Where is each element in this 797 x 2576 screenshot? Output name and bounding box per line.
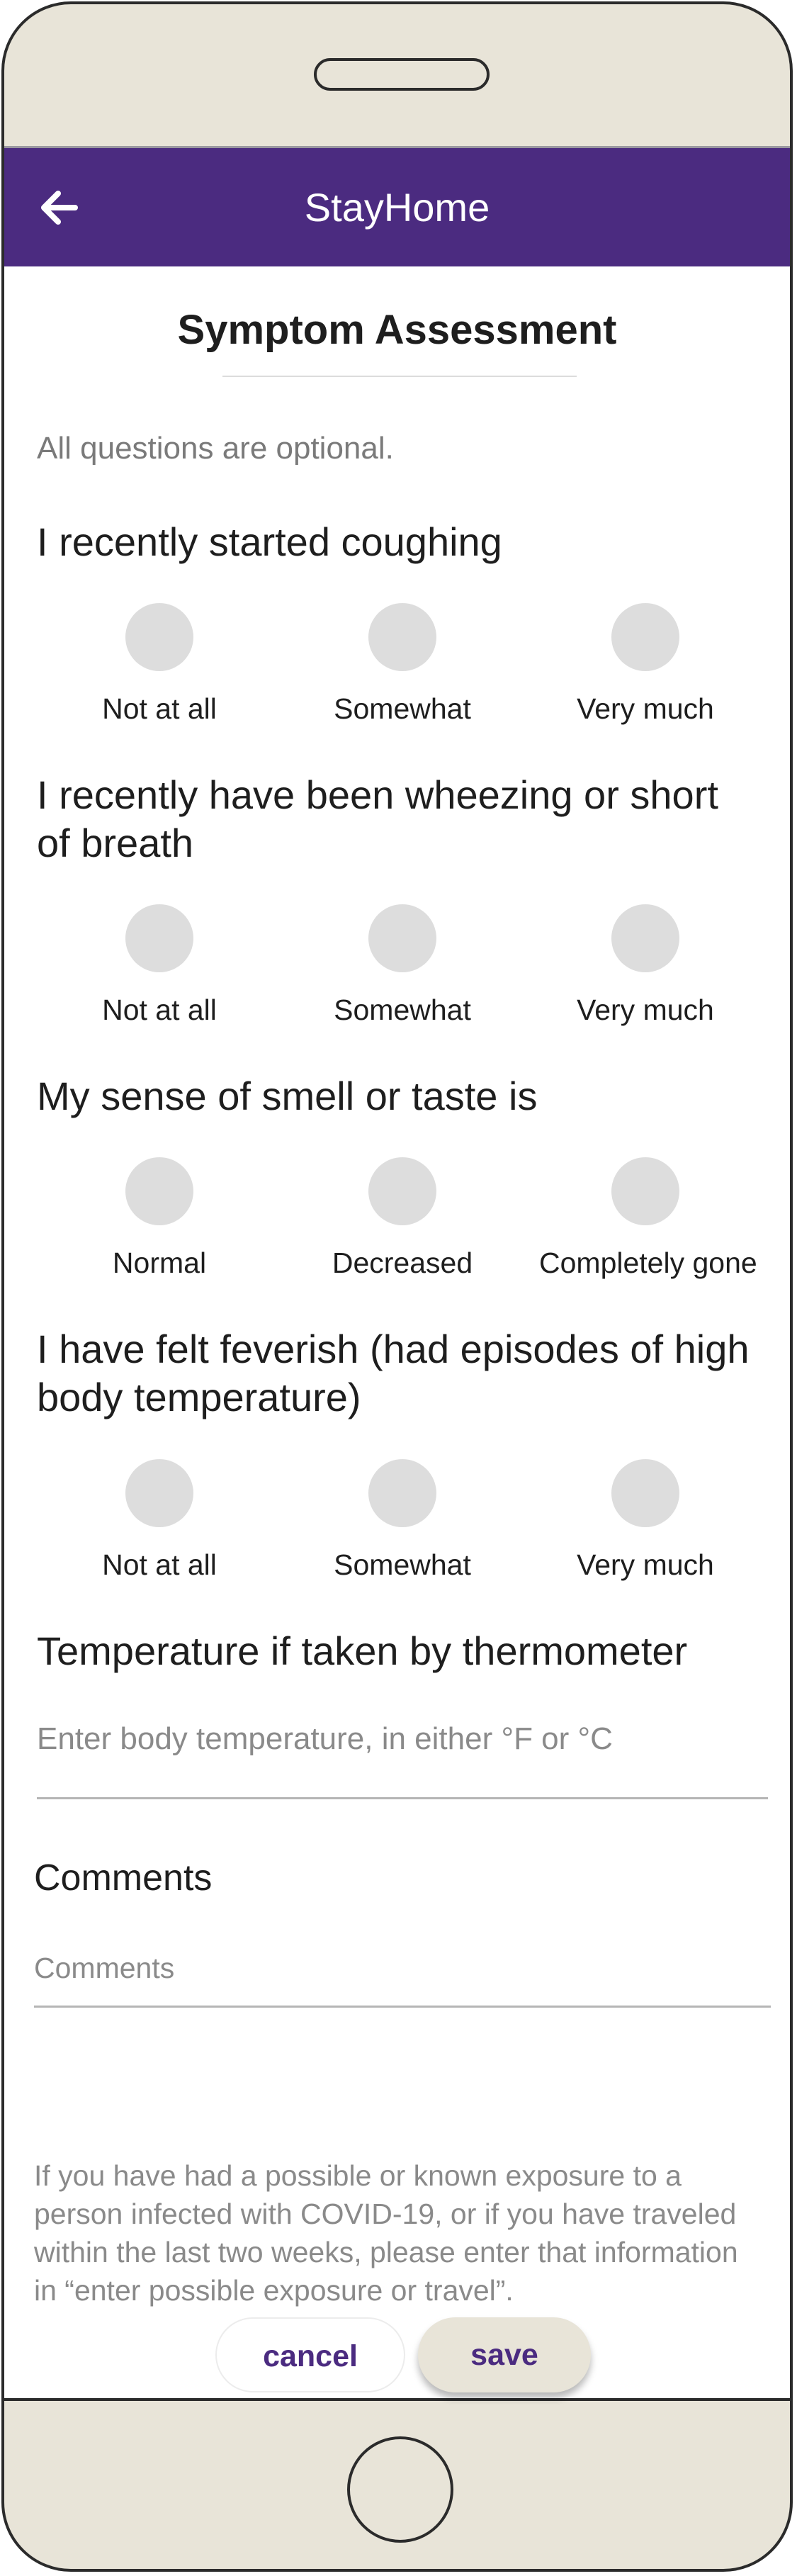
option-normal[interactable]: Normal (53, 1157, 266, 1280)
option-label: Very much (577, 692, 714, 725)
app-screen: StayHome Symptom Assessment All question… (4, 146, 790, 2401)
option-somewhat[interactable]: Somewhat (296, 603, 509, 726)
question-smell-taste: My sense of smell or taste is (37, 1074, 538, 1118)
radio-button[interactable] (611, 603, 679, 671)
option-label: Not at all (102, 1548, 217, 1581)
option-not-at-all[interactable]: Not at all (53, 904, 266, 1027)
radio-button[interactable] (125, 1157, 193, 1225)
radio-button[interactable] (368, 904, 436, 972)
temperature-label: Temperature if taken by thermometer (37, 1629, 688, 1673)
title-divider (222, 376, 577, 377)
radio-button[interactable] (368, 603, 436, 671)
arrow-left-icon (41, 191, 78, 225)
comments-underline (34, 2006, 771, 2008)
option-very-much[interactable]: Very much (539, 1459, 752, 1582)
radio-button[interactable] (368, 1459, 436, 1527)
home-button[interactable] (347, 2436, 453, 2543)
radio-button[interactable] (125, 904, 193, 972)
option-very-much[interactable]: Very much (539, 904, 752, 1027)
option-label: Very much (577, 1548, 714, 1581)
page-title: Symptom Assessment (177, 307, 617, 353)
radio-button[interactable] (611, 1459, 679, 1527)
temperature-underline (37, 1797, 768, 1799)
option-not-at-all[interactable]: Not at all (53, 1459, 266, 1582)
question-wheezing: I recently have been wheezing or short o… (37, 772, 718, 865)
option-somewhat[interactable]: Somewhat (296, 904, 509, 1027)
cancel-button[interactable]: cancel (215, 2317, 405, 2392)
radio-button[interactable] (125, 603, 193, 671)
option-label: Somewhat (334, 1548, 471, 1581)
question-feverish: I have felt feverish (had episodes of hi… (37, 1327, 750, 1419)
comments-input[interactable] (34, 1948, 757, 1988)
option-label: Completely gone (539, 1247, 757, 1279)
app-bar: StayHome (4, 148, 790, 266)
option-very-much[interactable]: Very much (539, 603, 752, 726)
question-coughing: I recently started coughing (37, 519, 502, 564)
option-not-at-all[interactable]: Not at all (53, 603, 266, 726)
option-somewhat[interactable]: Somewhat (296, 1459, 509, 1582)
radio-button[interactable] (611, 1157, 679, 1225)
exposure-note: If you have had a possible or known expo… (34, 2159, 738, 2307)
option-label: Very much (577, 994, 714, 1026)
option-label: Normal (112, 1247, 207, 1279)
option-completely-gone[interactable]: Completely gone (539, 1157, 757, 1280)
radio-button[interactable] (368, 1157, 436, 1225)
speaker-slot (314, 58, 490, 91)
back-button[interactable] (33, 181, 86, 235)
option-label: Decreased (332, 1247, 473, 1279)
radio-button[interactable] (125, 1459, 193, 1527)
save-button[interactable]: save (418, 2317, 591, 2392)
option-label: Not at all (102, 692, 217, 725)
option-label: Somewhat (334, 994, 471, 1026)
option-label: Not at all (102, 994, 217, 1026)
temperature-input[interactable] (37, 1716, 759, 1762)
option-label: Somewhat (334, 692, 471, 725)
optional-hint: All questions are optional. (37, 431, 394, 466)
comments-label: Comments (34, 1857, 213, 1899)
radio-button[interactable] (611, 904, 679, 972)
option-decreased[interactable]: Decreased (296, 1157, 509, 1280)
app-title: StayHome (304, 185, 490, 230)
